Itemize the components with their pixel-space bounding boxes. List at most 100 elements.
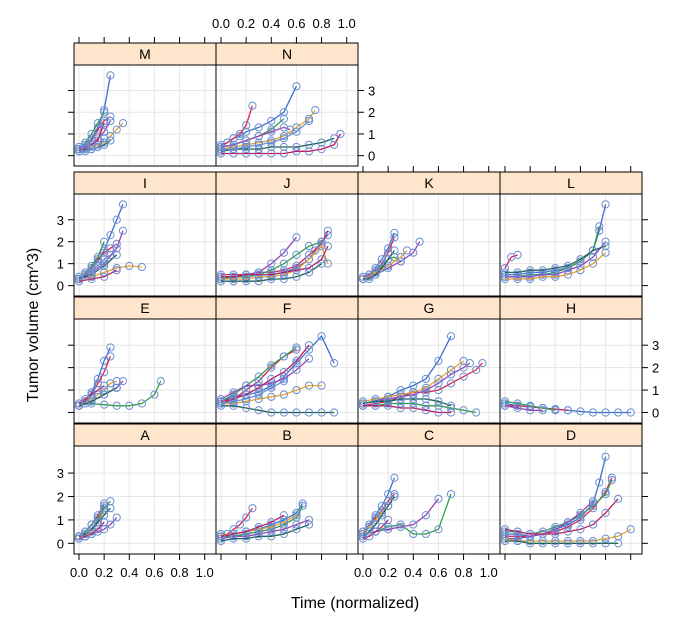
data-point (446, 332, 456, 341)
data-point (267, 116, 276, 126)
data-point (267, 361, 276, 370)
data-point (267, 127, 276, 136)
data-point (434, 494, 443, 503)
series-line (362, 360, 464, 402)
data-point (229, 274, 238, 284)
data-point (513, 403, 522, 413)
data-point (279, 268, 288, 277)
data-point (125, 401, 134, 410)
data-point (292, 365, 301, 374)
data-point (254, 372, 263, 381)
series-line (220, 358, 310, 400)
data-point (513, 527, 522, 536)
data-point (377, 522, 386, 532)
data-point (459, 406, 468, 415)
data-point (563, 522, 572, 532)
series-line (221, 405, 335, 414)
y-tick-label: 2 (652, 361, 659, 376)
y-tick-label: 3 (652, 338, 659, 353)
data-point (371, 401, 380, 410)
data-point (390, 492, 399, 501)
data-point (216, 532, 226, 541)
data-point (446, 490, 456, 499)
data-point (601, 237, 610, 246)
data-point (242, 381, 251, 390)
data-point (595, 478, 604, 487)
data-point (112, 125, 121, 134)
series-line (78, 241, 105, 280)
panel-strip-label: N (282, 46, 292, 62)
data-point (601, 490, 610, 499)
data-point (279, 266, 288, 275)
data-point (254, 532, 263, 541)
data-point (311, 105, 320, 115)
data-point (614, 408, 623, 417)
data-point (267, 522, 276, 532)
series-line (363, 250, 395, 280)
data-point (538, 403, 547, 413)
data-point (279, 259, 288, 268)
x-tick-label: 0.6 (145, 565, 163, 580)
data-point (323, 241, 332, 251)
data-point (100, 385, 109, 395)
data-point (396, 392, 405, 401)
data-point (242, 532, 251, 541)
data-point (446, 379, 456, 388)
panel-strip (499, 423, 643, 447)
data-point (614, 539, 623, 548)
data-point (216, 397, 226, 406)
data-point (538, 529, 547, 539)
data-point (513, 268, 522, 277)
data-point (478, 359, 487, 368)
series-line (78, 254, 118, 280)
data-point (304, 515, 314, 525)
data-point (216, 399, 226, 408)
data-point (279, 248, 288, 257)
data-point (384, 255, 393, 264)
data-point (358, 397, 368, 406)
data-point (74, 147, 84, 156)
panel-strip (215, 42, 359, 66)
panel-strip-label: C (424, 427, 434, 443)
data-point (576, 539, 585, 548)
data-point (317, 332, 326, 341)
data-point (526, 274, 535, 284)
data-point (607, 475, 616, 485)
data-point (100, 255, 109, 264)
data-point (588, 501, 598, 510)
data-point (100, 237, 109, 246)
data-point (421, 394, 430, 404)
data-point (229, 394, 238, 404)
data-point (526, 266, 535, 275)
data-point (100, 518, 109, 527)
data-point (100, 390, 109, 399)
data-point (304, 114, 314, 123)
y-tick-label: 3 (57, 466, 64, 481)
panel-strip-label: E (140, 300, 149, 316)
data-point (588, 497, 598, 506)
data-point (500, 525, 510, 534)
data-point (500, 399, 510, 408)
series-line (78, 387, 118, 407)
panel-strip-label: L (567, 175, 575, 191)
data-point (304, 354, 314, 363)
data-point (267, 138, 276, 147)
panel-strip-label: I (143, 175, 147, 191)
data-point (292, 250, 301, 259)
panel-m: M (73, 42, 217, 167)
data-point (106, 343, 115, 352)
data-point (446, 365, 456, 374)
data-point (358, 532, 368, 541)
y-tick-label: 0 (57, 279, 64, 294)
data-point (551, 268, 560, 277)
data-point (267, 379, 276, 388)
panel-strip-label: K (424, 175, 434, 191)
data-point (279, 270, 288, 279)
data-point (292, 263, 301, 273)
data-point (459, 356, 468, 366)
data-point (118, 376, 128, 386)
data-point (323, 226, 332, 235)
data-point (229, 534, 238, 543)
data-point (434, 379, 443, 388)
data-point (112, 513, 121, 522)
